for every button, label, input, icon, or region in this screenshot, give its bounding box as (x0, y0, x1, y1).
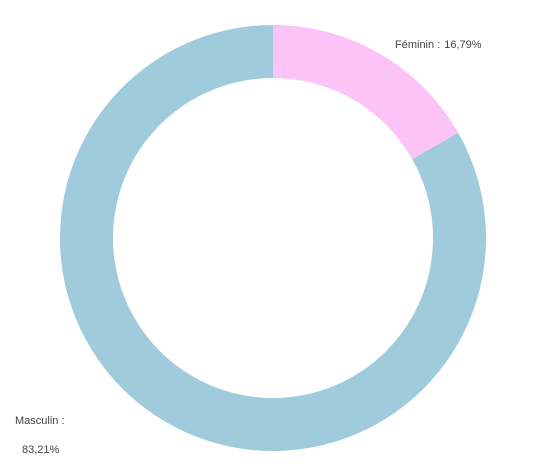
slice-label: Féminin : 16,79% (395, 39, 482, 51)
category-label: Masculin : (15, 415, 65, 427)
value-label: 16,79% (444, 39, 482, 51)
value-label: 83,21% (22, 444, 60, 456)
donut-slice (273, 25, 459, 160)
category-label: Féminin : (395, 39, 440, 51)
